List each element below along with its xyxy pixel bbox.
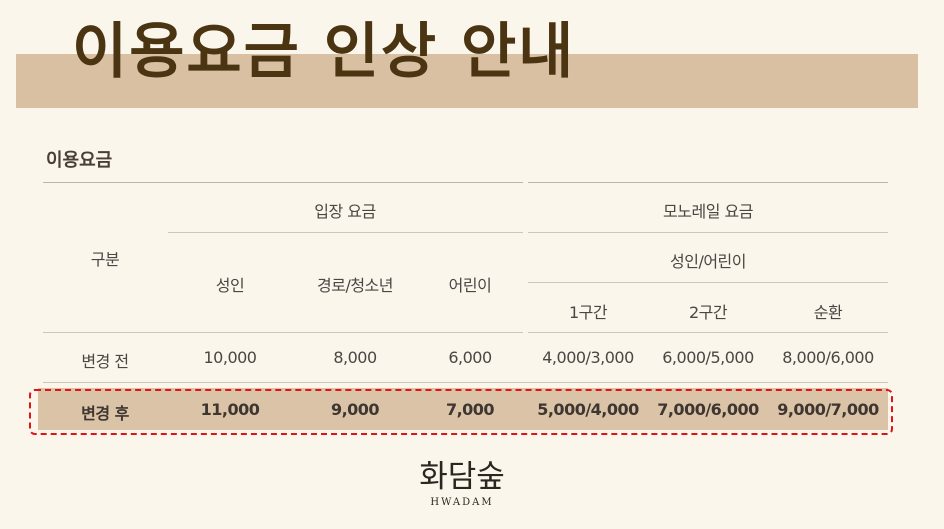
highlight-dashed-box xyxy=(29,389,893,435)
table-cell: 6,000/5,000 xyxy=(662,348,754,367)
section-title: 이용요금 xyxy=(46,150,113,171)
table-cell: 9,000/7,000 xyxy=(777,400,879,419)
column-header: 1구간 xyxy=(568,303,608,322)
monorail-header: 모노레일 요금 xyxy=(663,202,753,221)
entrance-header-rule xyxy=(168,232,523,233)
monorail-header-rule xyxy=(528,232,888,233)
table-cell: 4,000/3,000 xyxy=(542,348,634,367)
column-header: 성인 xyxy=(215,276,245,295)
table-cell: 7,000/6,000 xyxy=(657,400,759,419)
category-header: 구분 xyxy=(90,250,120,269)
table-cell: 11,000 xyxy=(200,400,260,419)
table-top-rule xyxy=(43,182,523,183)
page-title: 이용요금 인상 안내 xyxy=(72,17,576,87)
table-top-rule-right xyxy=(528,182,888,183)
after-row-highlight xyxy=(38,388,888,430)
table-cell: 7,000 xyxy=(445,400,495,419)
row-label: 변경 후 xyxy=(81,404,129,423)
logo-english-text: HWADAM xyxy=(430,497,494,508)
table-cell: 6,000 xyxy=(448,348,492,367)
table-cell: 5,000/4,000 xyxy=(537,400,639,419)
header-bottom-rule-right xyxy=(528,332,888,333)
column-header: 순환 xyxy=(813,303,843,322)
header-bottom-rule xyxy=(43,332,523,333)
table-cell: 8,000 xyxy=(333,348,377,367)
monorail-sub-rule xyxy=(528,282,888,283)
entrance-header: 입장 요금 xyxy=(314,202,376,221)
column-header: 어린이 xyxy=(448,276,492,295)
row-label: 변경 전 xyxy=(81,352,129,371)
hwadam-logo: 화담숲 HWADAM xyxy=(412,458,512,510)
row-divider xyxy=(43,382,888,383)
monorail-subheader: 성인/어린이 xyxy=(670,252,747,271)
logo-korean-text: 화담숲 xyxy=(419,459,505,495)
column-header: 경로/청소년 xyxy=(317,276,394,295)
column-header: 2구간 xyxy=(688,303,728,322)
title-band xyxy=(16,54,918,108)
table-cell: 8,000/6,000 xyxy=(782,348,874,367)
table-cell: 10,000 xyxy=(203,348,257,367)
table-cell: 9,000 xyxy=(330,400,380,419)
